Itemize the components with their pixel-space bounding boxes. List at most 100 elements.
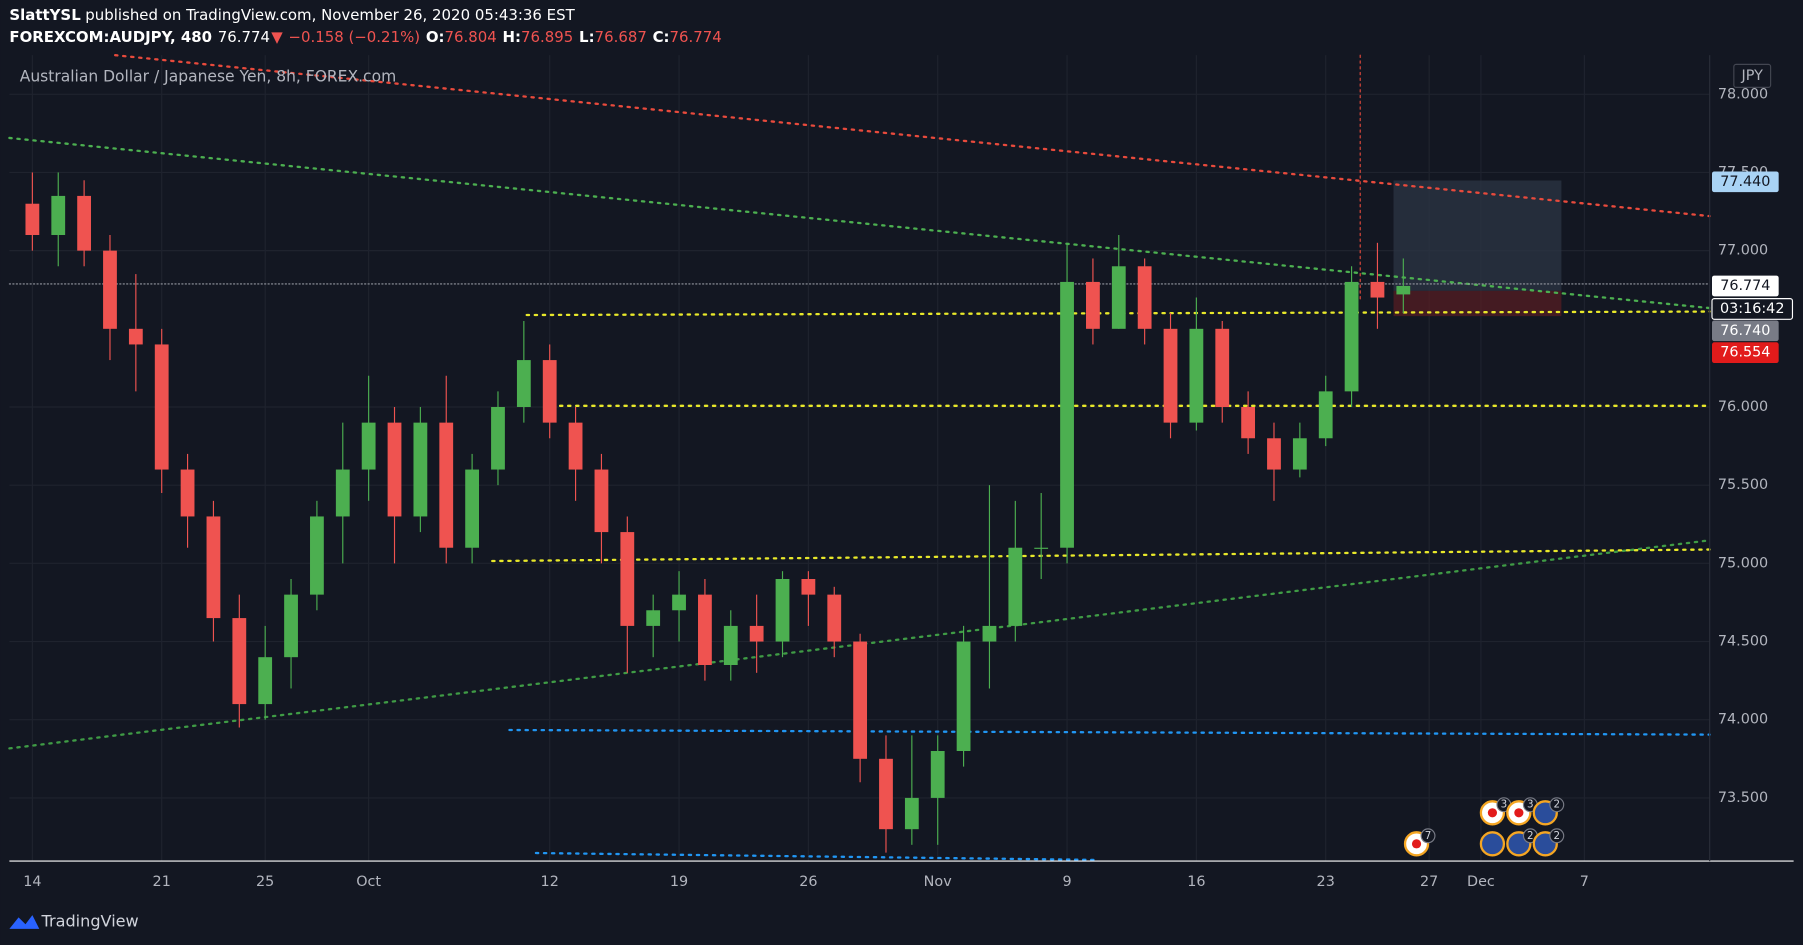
price-badge-label: 77.440 — [1720, 174, 1770, 190]
o-label: O: — [426, 28, 445, 46]
brand-logo — [9, 915, 40, 929]
x-tick-label: Oct — [356, 874, 381, 890]
candle-body — [1111, 266, 1126, 329]
x-tick-label: 26 — [799, 874, 817, 890]
x-tick-label: 23 — [1317, 874, 1335, 890]
countdown-box — [1711, 298, 1794, 320]
trendline — [8, 136, 1711, 310]
candle-body — [258, 657, 273, 705]
candle-body — [1318, 391, 1333, 439]
candle-body — [361, 422, 376, 470]
candle-body — [25, 203, 40, 235]
event-count: 2 — [1527, 830, 1534, 842]
h-label: H: — [503, 28, 521, 46]
event-icon: 2 — [1532, 828, 1565, 857]
event-icon: 2 — [1532, 797, 1565, 826]
c: 76.774 — [670, 28, 722, 46]
l: 76.687 — [595, 28, 647, 46]
event-count: 3 — [1527, 799, 1534, 811]
brand-name: TradingView — [41, 912, 139, 931]
candle-body — [672, 594, 686, 611]
candle-body — [284, 594, 298, 658]
candle-body — [310, 516, 324, 595]
candle-body — [232, 618, 247, 705]
symbol: FOREXCOM:AUDJPY, 480 — [9, 28, 212, 46]
candle-body — [775, 578, 790, 642]
y-tick-label: 76.000 — [1718, 399, 1768, 415]
candle-body — [413, 422, 428, 517]
candle-body — [335, 469, 350, 517]
x-tick-label: 12 — [541, 874, 559, 890]
level-line — [534, 851, 1100, 862]
x-tick-label: Nov — [924, 874, 953, 890]
arrow: ▼ — [271, 28, 283, 46]
candle-body — [387, 422, 402, 517]
x-tick-label: 16 — [1187, 874, 1205, 890]
candle-body — [930, 750, 945, 798]
change: −0.158 (−0.21%) — [288, 28, 420, 46]
y-tick-label: 75.500 — [1718, 477, 1768, 493]
y-tick-label: 75.000 — [1718, 555, 1768, 571]
y-tick-label: 74.000 — [1718, 712, 1768, 728]
header-line-2: FOREXCOM:AUDJPY, 480 76.774▼ −0.158 (−0.21… — [9, 28, 721, 46]
o: 76.804 — [445, 28, 497, 46]
candle-body — [646, 610, 661, 626]
candle-body — [1241, 406, 1256, 439]
candle-body — [439, 422, 454, 548]
price-badge — [1711, 171, 1779, 193]
candle-body — [879, 758, 893, 830]
candle-body — [1137, 266, 1152, 329]
y-tick-label: 73.500 — [1718, 790, 1768, 806]
candle-body — [1060, 281, 1074, 548]
event-count: 7 — [1425, 830, 1432, 842]
last: 76.774 — [218, 28, 270, 46]
x-tick-label: Dec — [1467, 874, 1495, 890]
h: 76.895 — [521, 28, 573, 46]
y-tick-label: 74.500 — [1718, 634, 1768, 650]
event-count: 3 — [1501, 799, 1508, 811]
price-badge-label: 76.740 — [1720, 323, 1770, 339]
candles — [25, 172, 1411, 853]
currency-box — [1733, 63, 1772, 88]
candle-body — [723, 625, 738, 665]
candle-body — [1008, 547, 1023, 626]
level-line — [508, 728, 1711, 736]
x-tick-label: 25 — [256, 874, 274, 890]
candle-body — [516, 360, 531, 407]
candle-body — [1189, 328, 1204, 423]
brand: TradingView — [9, 912, 139, 931]
candle-body — [1086, 281, 1100, 329]
candle-body — [853, 641, 868, 759]
price-badge-label: 76.554 — [1720, 345, 1770, 361]
candle-body — [180, 469, 195, 517]
events: 3 3 2 2 2 7 — [1403, 797, 1565, 857]
candle-body — [51, 195, 66, 235]
c-label: C: — [653, 28, 670, 46]
candle-body — [1292, 438, 1307, 470]
x-tick-label: 27 — [1420, 874, 1438, 890]
candle-body — [491, 406, 505, 470]
trendline — [114, 54, 1711, 218]
candle-body — [206, 516, 221, 619]
event-icon: 7 — [1403, 828, 1436, 857]
x-tick-label: 21 — [153, 874, 171, 890]
x-tick-label: 14 — [23, 874, 41, 890]
candle-body — [1267, 438, 1281, 470]
candle-body — [1034, 547, 1049, 549]
candle-body — [827, 594, 842, 642]
candle-body — [982, 625, 997, 642]
y-tick-label: 78.000 — [1718, 86, 1768, 102]
price-badge — [1711, 342, 1779, 363]
header-line-1: SlattYSL published on TradingView.com, No… — [9, 6, 575, 24]
candle-body — [128, 328, 143, 345]
l-label: L: — [579, 28, 595, 46]
x-tick-label: 19 — [670, 874, 688, 890]
legend-title: Australian Dollar / Japanese Yen, 8h, FO… — [20, 68, 396, 86]
author: SlattYSL — [9, 6, 81, 24]
candle-body — [1370, 281, 1385, 298]
candle-body — [801, 578, 816, 595]
candle-body — [749, 625, 764, 642]
